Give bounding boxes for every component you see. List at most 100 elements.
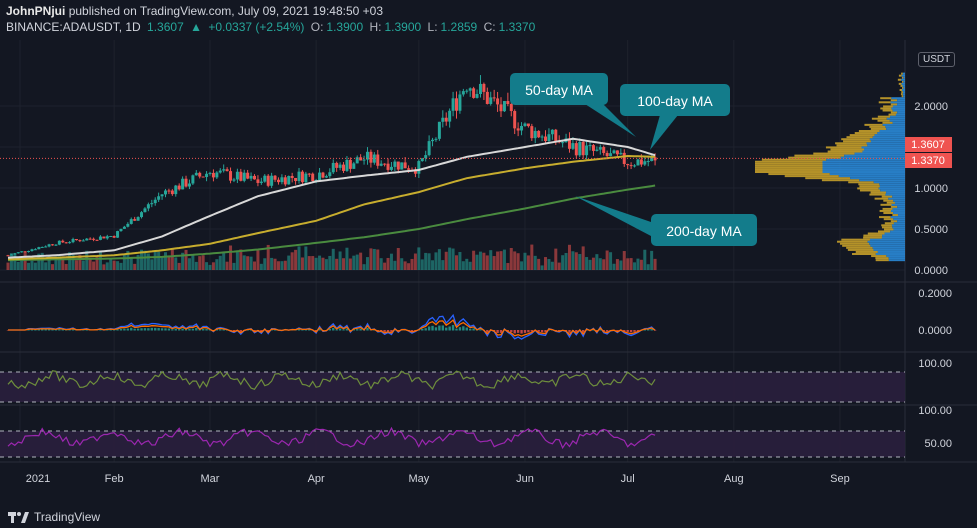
- volume-bar: [30, 260, 34, 270]
- macd-histogram-bar: [181, 328, 184, 331]
- macd-pane: [6, 313, 657, 340]
- macd-histogram-bar: [61, 329, 64, 331]
- candle-body: [386, 163, 390, 170]
- volume-profile-bar: [847, 248, 874, 251]
- volume-profile-bar: [898, 74, 902, 77]
- volume-profile-bar: [761, 158, 827, 161]
- volume-profile-bar: [840, 242, 870, 245]
- macd-tick-label: 0.0000: [918, 325, 952, 337]
- macd-histogram-bar: [523, 330, 527, 333]
- volume-bar: [434, 252, 438, 270]
- volume-profile-bar: [879, 130, 905, 133]
- macd-histogram-bar: [171, 329, 174, 331]
- volume-bar: [16, 261, 20, 270]
- candle-body: [365, 151, 369, 160]
- volume-profile-bar: [903, 80, 905, 83]
- volume-bar: [376, 249, 380, 270]
- candle-body: [502, 101, 506, 112]
- volume-profile-bar: [869, 242, 905, 245]
- time-axis[interactable]: 2021 Feb Mar Apr May Jun Jul Aug Sep: [26, 473, 850, 485]
- volume-bar: [550, 261, 554, 270]
- macd-histogram-bar: [116, 329, 119, 331]
- candle-body: [400, 162, 404, 170]
- volume-bar: [369, 248, 373, 270]
- volume-profile-bar: [891, 203, 905, 206]
- symbol-label[interactable]: BINANCE:ADAUSDT, 1D: [6, 20, 141, 34]
- candle-body: [478, 83, 482, 94]
- macd-histogram-bar: [157, 328, 160, 331]
- volume-bar: [105, 262, 109, 270]
- candle-body: [167, 190, 171, 192]
- volume-profile-bar: [893, 218, 905, 221]
- volume-bar: [311, 256, 315, 270]
- volume-profile-bar: [889, 119, 905, 122]
- macd-histogram-bar: [68, 329, 71, 331]
- volume-bar: [506, 263, 510, 270]
- chart-header: JohnPNjui published on TradingView.com, …: [6, 3, 538, 35]
- volume-profile-bar: [901, 78, 905, 81]
- volume-bar: [198, 256, 202, 270]
- volume-profile-bar: [879, 209, 892, 212]
- rsi-pane: [0, 370, 905, 403]
- candle-body: [591, 145, 595, 151]
- volume-profile-bar: [878, 101, 891, 104]
- candle-body: [78, 240, 82, 242]
- candle-body: [116, 231, 120, 238]
- candle-body: [276, 179, 280, 183]
- macd-histogram-bar: [133, 328, 136, 331]
- candle-body: [95, 239, 99, 241]
- author-name[interactable]: JohnPNjui: [6, 4, 66, 18]
- volume-profile-bar: [877, 132, 905, 135]
- volume-bar: [626, 258, 630, 270]
- volume-bar: [499, 251, 503, 270]
- candle-body: [520, 125, 524, 131]
- volume-bar: [437, 249, 441, 270]
- macd-histogram-bar: [345, 328, 349, 331]
- volume-profile-bar: [867, 240, 905, 243]
- volume-bar: [184, 249, 188, 270]
- macd-histogram-bar: [421, 328, 424, 331]
- volume-profile-bar: [864, 123, 883, 126]
- volume-profile-bar: [857, 187, 879, 190]
- volume-profile-bar: [875, 259, 889, 262]
- candle-body: [475, 93, 479, 98]
- volume-bar: [102, 264, 106, 270]
- volume-bar: [557, 262, 561, 270]
- candle-body: [253, 175, 257, 180]
- high-value: 1.3900: [384, 20, 422, 34]
- volume-profile-bar: [822, 164, 905, 167]
- volume-profile-bar: [895, 113, 905, 116]
- price-unit-badge[interactable]: USDT: [918, 52, 956, 67]
- macd-histogram-bar: [249, 329, 253, 331]
- volume-bar: [646, 264, 650, 270]
- macd-histogram-bar: [335, 329, 338, 331]
- candle-body: [235, 171, 239, 180]
- volume-profile-bar: [874, 134, 905, 137]
- volume-bar: [280, 261, 284, 270]
- macd-histogram-bar: [575, 330, 578, 333]
- volume-bar: [276, 261, 280, 270]
- macd-histogram-bar: [58, 329, 61, 331]
- macd-tick-label: 0.2000: [918, 288, 952, 300]
- macd-histogram-bar: [205, 328, 208, 331]
- volume-profile-bar: [891, 97, 905, 100]
- price-axis[interactable]: 2.0000 1.0000 0.5000 0.0000 0.2000 0.0000 100.…: [914, 101, 952, 450]
- candle-body: [30, 249, 34, 252]
- volume-profile-bar: [822, 168, 905, 171]
- macd-histogram-bar: [356, 329, 359, 331]
- volume-profile-bar: [892, 214, 899, 217]
- volume-profile-bar: [881, 226, 893, 229]
- volume-bar: [112, 260, 116, 270]
- volume-profile-bar: [859, 189, 881, 192]
- candle-body: [61, 240, 65, 243]
- volume-bar: [140, 249, 144, 270]
- volume-bar: [68, 252, 72, 270]
- tradingview-logo[interactable]: TradingView: [8, 510, 100, 524]
- volume-profile-bar: [877, 115, 891, 118]
- candle-body: [376, 154, 380, 166]
- macd-histogram-bar: [479, 329, 482, 331]
- candle-body: [321, 172, 325, 178]
- macd-histogram-bar: [301, 329, 304, 331]
- macd-histogram-bar: [44, 329, 47, 331]
